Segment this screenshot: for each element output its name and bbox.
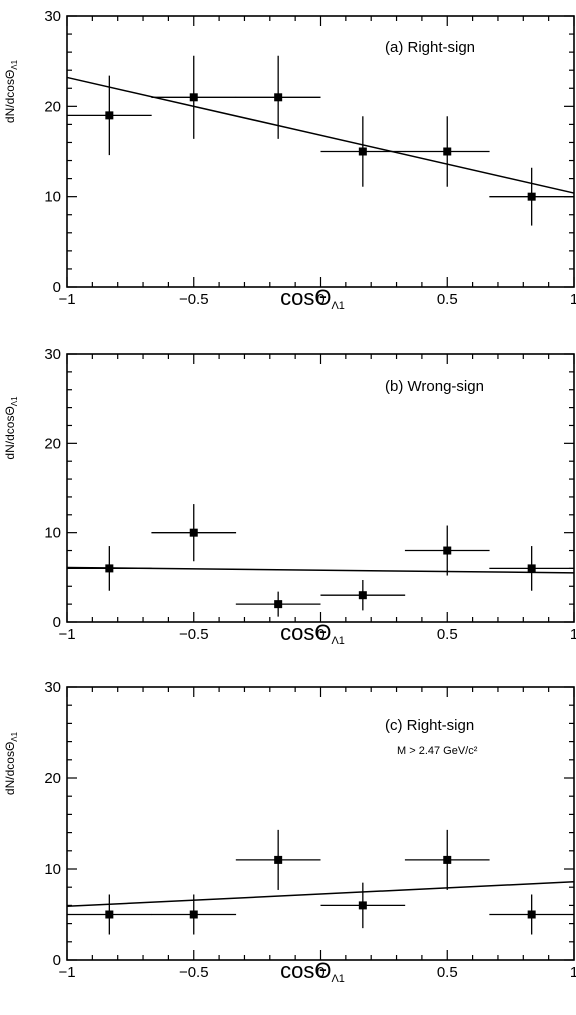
x-tick-label: −1 <box>58 626 75 643</box>
point-marker <box>189 93 198 102</box>
y-tick-label: 0 <box>53 279 61 296</box>
y-axis-label: dN/dcosΘΛ1 <box>3 59 19 123</box>
point-marker <box>358 591 367 600</box>
data-point <box>235 829 321 890</box>
x-tick-label: 0 <box>316 964 324 981</box>
data-point <box>489 546 574 591</box>
fit-line <box>66 880 575 908</box>
y-axis-label: dN/dcosΘΛ1 <box>3 396 19 460</box>
panel-label: (b) Wrong-sign <box>385 378 484 395</box>
data-point <box>151 55 237 139</box>
y-tick-label: 0 <box>53 952 61 969</box>
point-marker <box>274 600 283 609</box>
y-tick-label: 0 <box>53 614 61 631</box>
data-point <box>151 504 237 562</box>
data-point <box>404 525 490 576</box>
plot-frame <box>66 353 575 623</box>
x-axis-label: cosΘΛ1 <box>280 620 345 647</box>
data-point <box>67 75 152 156</box>
point-marker <box>443 546 452 555</box>
data-point <box>67 546 152 591</box>
x-tick-label: 0.5 <box>437 626 458 643</box>
y-tick-label: 10 <box>44 189 61 206</box>
plot-frame <box>66 686 575 961</box>
x-tick-label: 0.5 <box>437 964 458 981</box>
data-point <box>235 591 321 617</box>
x-axis-label: cosΘΛ1 <box>280 285 345 312</box>
y-tick-label: 10 <box>44 861 61 878</box>
fit-line <box>66 76 575 194</box>
x-tick-label: −0.5 <box>179 626 209 643</box>
x-tick-label: 1 <box>570 291 576 308</box>
point-marker <box>105 564 114 573</box>
y-tick-label: 10 <box>44 525 61 542</box>
x-axis-label: cosΘΛ1 <box>280 958 345 985</box>
panel-label: (c) Right-sign <box>385 717 474 734</box>
x-tick-label: 0.5 <box>437 291 458 308</box>
y-tick-label: 30 <box>44 8 61 25</box>
data-point <box>151 894 237 935</box>
point-marker <box>274 93 283 102</box>
x-tick-label: 1 <box>570 964 576 981</box>
x-tick-label: −0.5 <box>179 964 209 981</box>
point-marker <box>105 111 114 120</box>
y-tick-label: 30 <box>44 679 61 696</box>
x-tick-label: −1 <box>58 291 75 308</box>
data-point <box>320 116 406 187</box>
data-point <box>489 167 574 226</box>
y-tick-label: 20 <box>44 435 61 452</box>
x-tick-label: 1 <box>570 626 576 643</box>
x-tick-label: −0.5 <box>179 291 209 308</box>
data-point <box>320 580 406 611</box>
data-point <box>404 116 490 187</box>
point-marker <box>358 901 367 910</box>
data-point <box>235 55 321 139</box>
y-tick-label: 30 <box>44 346 61 363</box>
x-tick-label: −1 <box>58 964 75 981</box>
x-tick-label: 0 <box>316 291 324 308</box>
point-marker <box>274 855 283 864</box>
point-marker <box>443 147 452 156</box>
point-marker <box>189 910 198 919</box>
point-marker <box>358 147 367 156</box>
data-point <box>489 894 574 935</box>
point-marker <box>527 192 536 201</box>
data-point <box>67 894 152 935</box>
point-marker <box>189 528 198 537</box>
data-point <box>404 829 490 890</box>
panel-sublabel: M > 2.47 GeV/c² <box>397 745 478 757</box>
y-tick-label: 20 <box>44 770 61 787</box>
y-axis-label: dN/dcosΘΛ1 <box>3 731 19 795</box>
panel-label: (a) Right-sign <box>385 39 475 56</box>
x-tick-label: 0 <box>316 626 324 643</box>
point-marker <box>527 910 536 919</box>
y-tick-label: 20 <box>44 98 61 115</box>
point-marker <box>105 910 114 919</box>
data-point <box>320 882 406 929</box>
point-marker <box>443 855 452 864</box>
point-marker <box>527 564 536 573</box>
